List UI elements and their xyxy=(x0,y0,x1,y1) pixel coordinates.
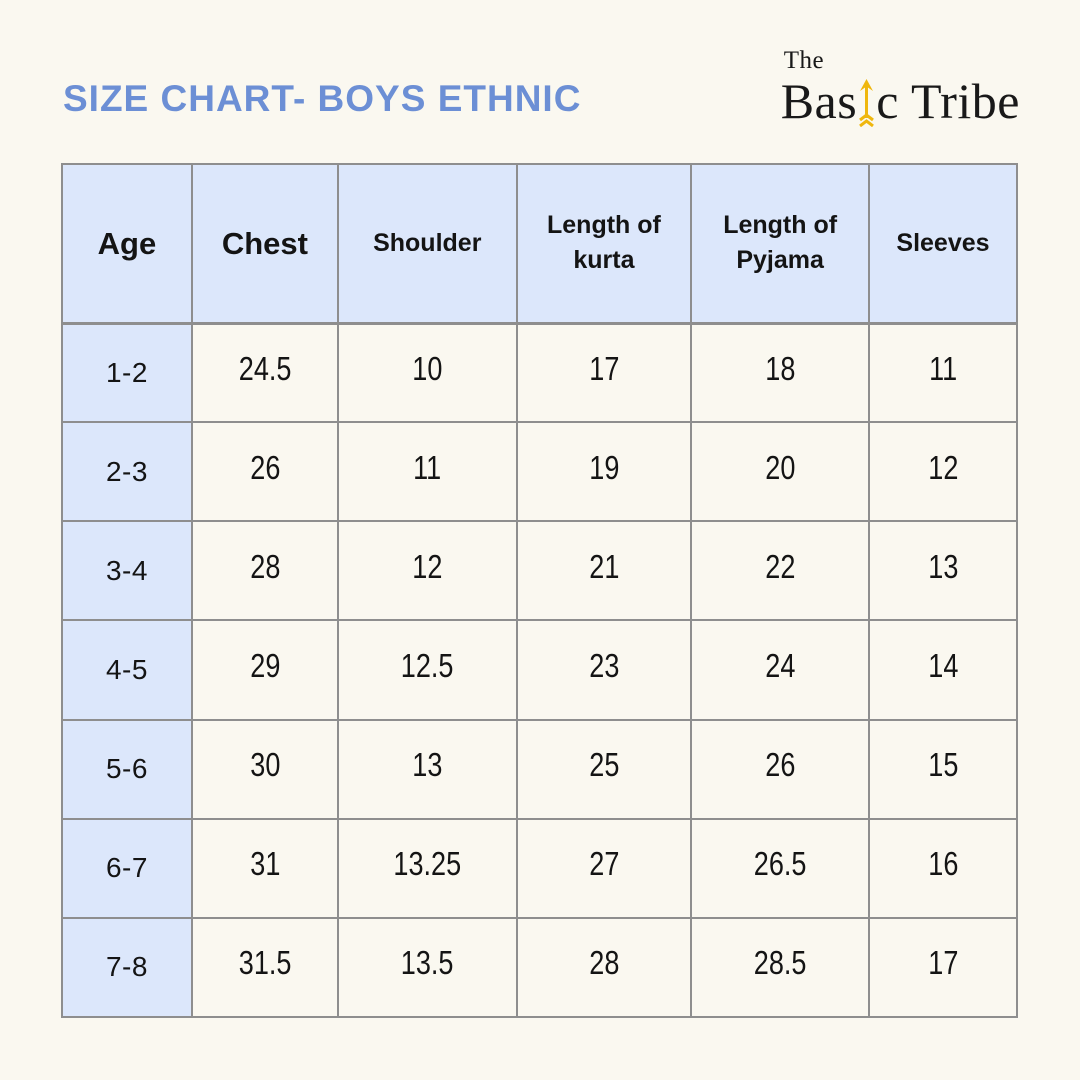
sleeves-cell: 14 xyxy=(867,619,1019,721)
age-cell: 6-7 xyxy=(61,817,193,919)
cell-value: 26 xyxy=(765,746,796,784)
cell-value: 15 xyxy=(927,746,959,784)
cell-value: 30 xyxy=(249,746,280,784)
pyjama-length-cell: 20 xyxy=(690,421,870,523)
shoulder-cell: 10 xyxy=(336,321,518,424)
cell-value: 20 xyxy=(765,448,796,486)
cell-value: 23 xyxy=(588,646,619,684)
table-row: 3-4 28 12 21 22 13 xyxy=(61,520,1019,622)
table-row: 1-2 24.5 10 17 18 11 xyxy=(61,321,1019,424)
cell-value: 21 xyxy=(588,547,619,585)
sleeves-cell: 16 xyxy=(867,817,1019,919)
header-cell-age: Age xyxy=(61,163,193,325)
cell-value: 22 xyxy=(765,547,796,585)
cell-value: 31 xyxy=(249,845,280,883)
chest-cell: 24.5 xyxy=(190,321,339,424)
cell-value: 29 xyxy=(249,646,280,684)
shoulder-cell: 13.5 xyxy=(336,916,518,1019)
shoulder-cell: 13.25 xyxy=(336,817,518,919)
pyjama-length-cell: 26.5 xyxy=(690,817,870,919)
table-row: 7-8 31.5 13.5 28 28.5 17 xyxy=(61,916,1019,1019)
table-row: 5-6 30 13 25 26 15 xyxy=(61,718,1019,820)
cell-value: 24 xyxy=(765,646,796,684)
cell-value: 17 xyxy=(588,349,619,387)
header-cell-chest: Chest xyxy=(190,163,339,325)
pyjama-length-cell: 22 xyxy=(690,520,870,622)
age-cell: 1-2 xyxy=(61,321,193,424)
cell-value: 12 xyxy=(412,547,443,585)
table-row: 6-7 31 13.25 27 26.5 16 xyxy=(61,817,1019,919)
shoulder-cell: 12 xyxy=(336,520,518,622)
size-chart-table: Age Chest Shoulder Length of kurta Lengt… xyxy=(61,163,1019,1019)
sleeves-cell: 11 xyxy=(867,321,1019,424)
kurta-length-cell: 28 xyxy=(515,916,693,1019)
chest-cell: 26 xyxy=(190,421,339,523)
logo-text-post: c Tribe xyxy=(876,73,1020,129)
cell-value: 17 xyxy=(927,944,959,982)
cell-value: 19 xyxy=(588,448,619,486)
kurta-length-cell: 19 xyxy=(515,421,693,523)
table-row: 2-3 26 11 19 20 12 xyxy=(61,421,1019,523)
cell-value: 25 xyxy=(588,746,619,784)
cell-value: 13.25 xyxy=(393,845,462,883)
header-cell-sleeves: Sleeves xyxy=(867,163,1019,325)
cell-value: 13 xyxy=(927,547,959,585)
sleeves-cell: 17 xyxy=(867,916,1019,1019)
cell-value: 14 xyxy=(927,646,959,684)
header-cell-length-of-kurta: Length of kurta xyxy=(515,163,693,325)
age-cell: 5-6 xyxy=(61,718,193,820)
sleeves-cell: 12 xyxy=(867,421,1019,523)
chest-cell: 28 xyxy=(190,520,339,622)
pyjama-length-cell: 24 xyxy=(690,619,870,721)
cell-value: 10 xyxy=(412,349,443,387)
logo-word-the: The xyxy=(783,47,825,74)
cell-value: 11 xyxy=(928,349,958,387)
shoulder-cell: 11 xyxy=(336,421,518,523)
logo-word-basic-tribe: Bas c Tribe xyxy=(780,73,1020,129)
kurta-length-cell: 23 xyxy=(515,619,693,721)
header-cell-length-of-pyjama: Length of Pyjama xyxy=(690,163,870,325)
chest-cell: 30 xyxy=(190,718,339,820)
cell-value: 26.5 xyxy=(753,845,807,883)
logo-text-pre: Bas xyxy=(780,73,858,129)
cell-value: 13.5 xyxy=(400,944,454,982)
cell-value: 11 xyxy=(413,448,442,486)
chest-cell: 29 xyxy=(190,619,339,721)
cell-value: 28 xyxy=(249,547,280,585)
pyjama-length-cell: 28.5 xyxy=(690,916,870,1019)
cell-value: 12 xyxy=(927,448,959,486)
shoulder-cell: 13 xyxy=(336,718,518,820)
age-cell: 4-5 xyxy=(61,619,193,721)
age-cell: 2-3 xyxy=(61,421,193,523)
cell-value: 26 xyxy=(249,448,280,486)
chest-cell: 31.5 xyxy=(190,916,339,1019)
chest-cell: 31 xyxy=(190,817,339,919)
cell-value: 12.5 xyxy=(400,646,454,684)
kurta-length-cell: 21 xyxy=(515,520,693,622)
sleeves-cell: 15 xyxy=(867,718,1019,820)
sleeves-cell: 13 xyxy=(867,520,1019,622)
kurta-length-cell: 25 xyxy=(515,718,693,820)
header-row: Age Chest Shoulder Length of kurta Lengt… xyxy=(61,163,1019,325)
cell-value: 31.5 xyxy=(238,944,292,982)
age-cell: 7-8 xyxy=(61,916,193,1019)
header-cell-shoulder: Shoulder xyxy=(336,163,518,325)
kurta-length-cell: 17 xyxy=(515,321,693,424)
age-cell: 3-4 xyxy=(61,520,193,622)
brand-logo: The Bas c Tribe xyxy=(780,47,1020,129)
pyjama-length-cell: 18 xyxy=(690,321,870,424)
pyjama-length-cell: 26 xyxy=(690,718,870,820)
cell-value: 24.5 xyxy=(238,349,292,387)
cell-value: 28 xyxy=(588,944,619,982)
cell-value: 13 xyxy=(412,746,443,784)
up-arrow-icon xyxy=(858,79,875,128)
cell-value: 28.5 xyxy=(753,944,807,982)
cell-value: 18 xyxy=(765,349,796,387)
shoulder-cell: 12.5 xyxy=(336,619,518,721)
table-row: 4-5 29 12.5 23 24 14 xyxy=(61,619,1019,721)
page-title: SIZE CHART- BOYS ETHNIC xyxy=(63,78,582,119)
cell-value: 16 xyxy=(927,845,959,883)
kurta-length-cell: 27 xyxy=(515,817,693,919)
cell-value: 27 xyxy=(588,845,619,883)
